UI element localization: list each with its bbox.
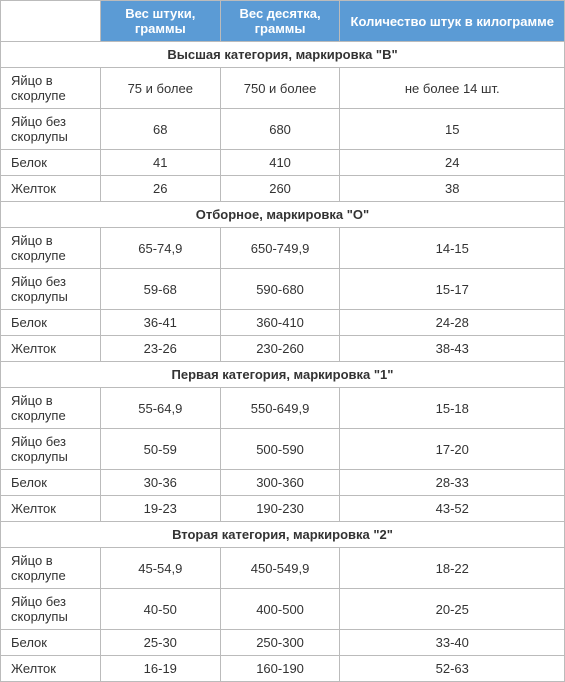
row-value: 18-22	[340, 548, 565, 589]
row-value: не более 14 шт.	[340, 68, 565, 109]
row-value: 36-41	[100, 310, 220, 336]
row-value: 550-649,9	[220, 388, 340, 429]
section-title: Высшая категория, маркировка "В"	[1, 42, 565, 68]
table-row: Белок25-30250-30033-40	[1, 630, 565, 656]
row-value: 50-59	[100, 429, 220, 470]
table-row: Белок30-36300-36028-33	[1, 470, 565, 496]
table-row: Яйцо в скорлупе65-74,9650-749,914-15	[1, 228, 565, 269]
row-label: Яйцо в скорлупе	[1, 228, 101, 269]
row-label: Белок	[1, 150, 101, 176]
row-value: 23-26	[100, 336, 220, 362]
table-row: Яйцо в скорлупе55-64,9550-649,915-18	[1, 388, 565, 429]
row-label: Желток	[1, 336, 101, 362]
row-value: 450-549,9	[220, 548, 340, 589]
row-value: 30-36	[100, 470, 220, 496]
row-value: 24	[340, 150, 565, 176]
row-value: 38-43	[340, 336, 565, 362]
row-label: Яйцо без скорлупы	[1, 269, 101, 310]
row-value: 190-230	[220, 496, 340, 522]
row-value: 14-15	[340, 228, 565, 269]
row-value: 15-18	[340, 388, 565, 429]
row-value: 55-64,9	[100, 388, 220, 429]
table-row: Яйцо в скорлупе75 и более750 и болеене б…	[1, 68, 565, 109]
section-title: Первая категория, маркировка "1"	[1, 362, 565, 388]
row-value: 59-68	[100, 269, 220, 310]
row-label: Желток	[1, 176, 101, 202]
row-value: 40-50	[100, 589, 220, 630]
table-row: Белок36-41360-41024-28	[1, 310, 565, 336]
row-value: 260	[220, 176, 340, 202]
row-value: 26	[100, 176, 220, 202]
row-value: 43-52	[340, 496, 565, 522]
row-value: 25-30	[100, 630, 220, 656]
header-row: Вес штуки, граммы Вес десятка, граммы Ко…	[1, 1, 565, 42]
header-empty	[1, 1, 101, 42]
table-row: Яйцо без скорлупы59-68590-68015-17	[1, 269, 565, 310]
table-row: Яйцо без скорлупы40-50400-50020-25	[1, 589, 565, 630]
table-row: Желток19-23190-23043-52	[1, 496, 565, 522]
row-value: 45-54,9	[100, 548, 220, 589]
row-label: Яйцо без скорлупы	[1, 429, 101, 470]
row-label: Яйцо в скорлупе	[1, 548, 101, 589]
row-value: 28-33	[340, 470, 565, 496]
row-value: 590-680	[220, 269, 340, 310]
table-row: Яйцо в скорлупе45-54,9450-549,918-22	[1, 548, 565, 589]
row-value: 41	[100, 150, 220, 176]
row-value: 15-17	[340, 269, 565, 310]
section-row: Первая категория, маркировка "1"	[1, 362, 565, 388]
row-value: 75 и более	[100, 68, 220, 109]
egg-weight-table: Вес штуки, граммы Вес десятка, граммы Ко…	[0, 0, 565, 682]
table-row: Желток2626038	[1, 176, 565, 202]
row-label: Белок	[1, 630, 101, 656]
row-value: 500-590	[220, 429, 340, 470]
row-value: 68	[100, 109, 220, 150]
row-value: 750 и более	[220, 68, 340, 109]
row-value: 17-20	[340, 429, 565, 470]
row-value: 300-360	[220, 470, 340, 496]
row-value: 52-63	[340, 656, 565, 682]
section-row: Вторая категория, маркировка "2"	[1, 522, 565, 548]
row-label: Желток	[1, 496, 101, 522]
row-label: Белок	[1, 470, 101, 496]
row-value: 230-260	[220, 336, 340, 362]
table-row: Белок4141024	[1, 150, 565, 176]
table-row: Желток16-19160-19052-63	[1, 656, 565, 682]
section-title: Вторая категория, маркировка "2"	[1, 522, 565, 548]
table-row: Яйцо без скорлупы6868015	[1, 109, 565, 150]
row-label: Яйцо без скорлупы	[1, 109, 101, 150]
header-count-per-kg: Количество штук в килограмме	[340, 1, 565, 42]
section-title: Отборное, маркировка "О"	[1, 202, 565, 228]
row-value: 410	[220, 150, 340, 176]
row-label: Яйцо в скорлупе	[1, 68, 101, 109]
table-row: Яйцо без скорлупы50-59500-59017-20	[1, 429, 565, 470]
header-weight-piece: Вес штуки, граммы	[100, 1, 220, 42]
section-row: Высшая категория, маркировка "В"	[1, 42, 565, 68]
row-value: 16-19	[100, 656, 220, 682]
row-value: 24-28	[340, 310, 565, 336]
row-value: 19-23	[100, 496, 220, 522]
row-value: 38	[340, 176, 565, 202]
row-value: 360-410	[220, 310, 340, 336]
row-value: 65-74,9	[100, 228, 220, 269]
header-weight-ten: Вес десятка, граммы	[220, 1, 340, 42]
row-value: 250-300	[220, 630, 340, 656]
section-row: Отборное, маркировка "О"	[1, 202, 565, 228]
table-body: Высшая категория, маркировка "В"Яйцо в с…	[1, 42, 565, 682]
row-value: 650-749,9	[220, 228, 340, 269]
row-label: Желток	[1, 656, 101, 682]
row-value: 15	[340, 109, 565, 150]
row-value: 400-500	[220, 589, 340, 630]
row-label: Яйцо в скорлупе	[1, 388, 101, 429]
row-value: 680	[220, 109, 340, 150]
row-label: Яйцо без скорлупы	[1, 589, 101, 630]
row-label: Белок	[1, 310, 101, 336]
table-row: Желток23-26230-26038-43	[1, 336, 565, 362]
row-value: 160-190	[220, 656, 340, 682]
row-value: 20-25	[340, 589, 565, 630]
row-value: 33-40	[340, 630, 565, 656]
